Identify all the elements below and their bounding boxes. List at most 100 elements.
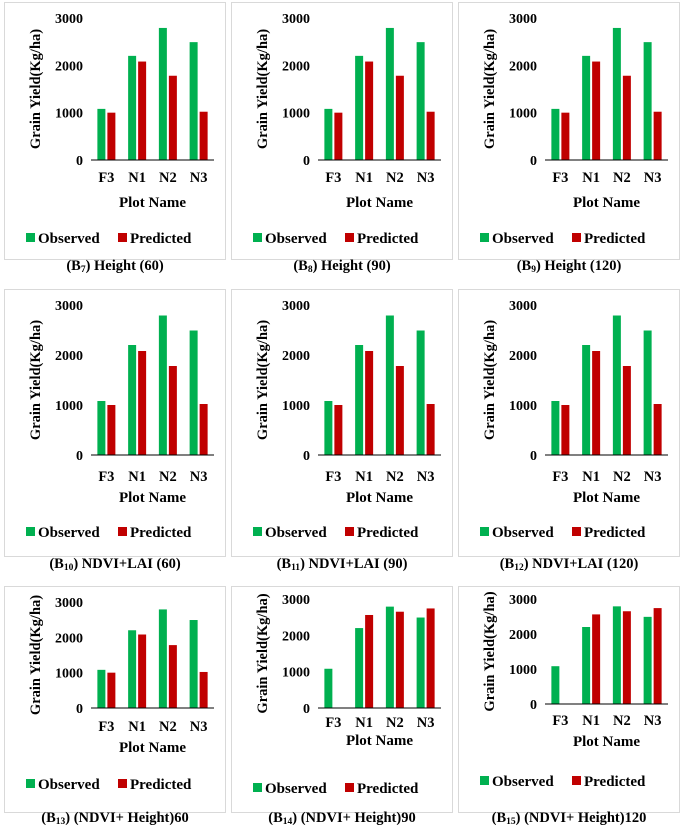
x-tick-label: N1 [355,469,373,485]
chart-panel-b14: Grain Yield(Kg/ha) 0 1000 2000 3000 F3 N1 N2 N3 P… [231,586,453,813]
predicted-bar-n3 [653,111,662,160]
predicted-bar-f3 [107,112,116,160]
observed-bar-n1 [355,345,364,455]
x-axis-title: Plot Name [573,490,640,506]
y-tick-label: 2000 [55,631,83,646]
y-tick-label: 1000 [55,667,83,682]
x-tick-label: F3 [98,469,114,485]
x-tick-label: N3 [190,170,208,186]
y-tick-label: 2000 [509,59,537,74]
caption-prefix: (B [49,556,64,572]
observed-bar-n2 [385,27,394,160]
legend-label-observed: Observed [492,525,554,541]
predicted-bar-n1 [138,634,147,708]
predicted-bar-n1 [592,614,601,704]
caption-prefix: (B [499,556,515,572]
y-axis-title: Grain Yield(Kg/ha) [255,593,271,713]
caption-subscript: 10 [63,563,74,573]
caption-prefix: (B [66,258,81,274]
observed-bar-n2 [158,609,167,708]
predicted-bar-n3 [426,608,435,708]
legend: Observed Predicted [480,525,646,541]
observed-bar-n1 [582,55,591,160]
predicted-bar-n2 [622,75,631,160]
chart-panel-b12: Grain Yield(Kg/ha) 0 1000 2000 3000 F3 N1 N2 N3 P… [458,289,680,557]
legend-label-predicted: Predicted [357,525,419,541]
x-tick-label: N3 [644,713,662,729]
x-tick-label: N2 [386,715,404,731]
predicted-bar-n2 [622,366,631,455]
predicted-bar-f3 [561,405,570,455]
x-tick-label: F3 [325,715,341,731]
predicted-bar-n1 [592,351,601,455]
predicted-bar-n3 [199,404,208,455]
predicted-bar-n2 [622,611,631,704]
chart-panel-b11: Grain Yield(Kg/ha) 0 1000 2000 3000 F3 N1 N2 N3 P… [231,289,453,557]
caption-subscript: 13 [55,817,66,827]
observed-bar-n2 [612,606,621,704]
x-tick-label: N2 [159,170,177,186]
observed-bar-n3 [416,42,425,160]
predicted-bar-n1 [138,61,147,161]
y-tick-label: 2000 [282,349,310,364]
caption-text: ) Height (60) [85,258,164,274]
y-tick-label: 2000 [509,349,537,364]
legend-label-predicted: Predicted [130,231,192,247]
legend-label-observed: Observed [38,525,100,541]
x-tick-label: N3 [644,170,662,186]
chart-panel-b9: Grain Yield(Kg/ha) 0 1000 2000 3000 F3 N1 N2 N3 P… [458,2,680,260]
observed-bar-n2 [612,315,621,455]
x-tick-label: N1 [128,719,146,735]
caption-prefix: (B [41,810,56,826]
y-axis-title: Grain Yield(Kg/ha) [255,29,271,149]
predicted-bar-f3 [107,672,116,708]
observed-bar-n3 [189,620,198,708]
caption-text: ) NDVI+LAI (60) [73,556,181,572]
y-tick-label: 1000 [509,399,537,414]
observed-bar-n1 [355,628,364,708]
y-tick-label: 3000 [282,12,310,27]
chart-panel-b7: Grain Yield(Kg/ha) 0 1000 2000 3000 F3 N1 N2 N3 P… [4,2,226,260]
x-tick-label: N2 [159,719,177,735]
legend-swatch-observed [480,233,489,242]
chart-panel-b8: Grain Yield(Kg/ha) 0 1000 2000 3000 F3 N1 N2 N3 P… [231,2,453,260]
x-tick-label: F3 [552,713,568,729]
x-tick-label: N2 [613,469,631,485]
x-tick-label: F3 [98,170,114,186]
chart-panel-b15: Grain Yield(Kg/ha) 0 1000 2000 3000 F3 N1 N2 N3 P… [458,586,680,813]
legend-swatch-observed [253,527,262,536]
legend: Observed Predicted [480,231,646,247]
observed-bar-f3 [97,108,106,160]
x-tick-label: N1 [355,715,373,731]
predicted-bar-f3 [107,405,116,455]
observed-bar-n2 [158,27,167,160]
caption-text: ) (NDVI+ Height)60 [65,810,189,826]
legend: Observed Predicted [26,231,192,247]
observed-bar-n1 [128,630,137,708]
chart-frame [231,586,453,813]
x-tick-label: N3 [417,715,435,731]
observed-bar-f3 [324,668,333,708]
x-tick-label: N1 [128,170,146,186]
legend-swatch-observed [26,779,35,788]
caption-subscript: 7 [80,265,86,275]
y-axis-title: Grain Yield(Kg/ha) [482,320,498,440]
legend-swatch-observed [480,776,489,785]
legend-label-predicted: Predicted [584,231,646,247]
caption-text: ) NDVI+LAI (120) [523,556,639,572]
chart-caption: (B12) NDVI+LAI (120) [454,556,684,573]
caption-subscript: 11 [291,563,301,573]
observed-bar-f3 [324,401,333,455]
y-tick-label: 2000 [55,349,83,364]
predicted-bar-n2 [395,75,404,160]
legend: Observed Predicted [26,777,192,793]
predicted-bar-n3 [653,404,662,455]
chart-caption: (B11) NDVI+LAI (90) [227,556,457,573]
observed-bar-n3 [643,616,652,704]
y-axis-title: Grain Yield(Kg/ha) [482,591,498,711]
y-axis-title: Grain Yield(Kg/ha) [482,29,498,149]
caption-prefix: (B [268,810,283,826]
